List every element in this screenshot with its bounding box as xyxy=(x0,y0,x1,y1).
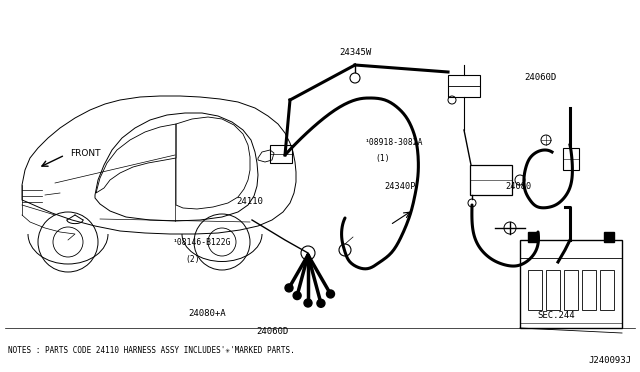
Text: 24060D: 24060D xyxy=(256,327,288,336)
Text: ¹08146-B122G: ¹08146-B122G xyxy=(173,238,231,247)
Text: (1): (1) xyxy=(376,154,390,163)
Bar xyxy=(546,270,560,310)
Circle shape xyxy=(304,299,312,307)
Bar xyxy=(448,75,480,97)
Text: NOTES : PARTS CODE 24110 HARNESS ASSY INCLUDES'✳'MARKED PARTS.: NOTES : PARTS CODE 24110 HARNESS ASSY IN… xyxy=(8,346,294,355)
Bar xyxy=(520,240,622,328)
Bar xyxy=(470,165,512,195)
Circle shape xyxy=(285,284,293,292)
Circle shape xyxy=(326,290,335,298)
Bar xyxy=(528,232,538,242)
Circle shape xyxy=(293,292,301,299)
Text: SEC.244: SEC.244 xyxy=(538,311,575,320)
Text: 24340P: 24340P xyxy=(384,182,415,191)
Bar xyxy=(600,270,614,310)
Text: (2): (2) xyxy=(186,255,200,264)
Bar xyxy=(528,270,542,310)
Text: 24080+A: 24080+A xyxy=(189,309,227,318)
Bar xyxy=(582,270,596,310)
Text: 24110: 24110 xyxy=(237,197,264,206)
Bar xyxy=(564,270,578,310)
Circle shape xyxy=(317,299,325,307)
Bar xyxy=(270,145,292,163)
Text: FRONT: FRONT xyxy=(70,150,100,158)
Text: J240093J: J240093J xyxy=(589,356,632,365)
Text: 24080: 24080 xyxy=(506,182,532,191)
Bar xyxy=(604,232,614,242)
Text: ¹08918-3082A: ¹08918-3082A xyxy=(365,138,423,147)
Text: 24060D: 24060D xyxy=(525,73,557,81)
Text: 24345W: 24345W xyxy=(339,48,371,57)
Bar xyxy=(563,148,579,170)
